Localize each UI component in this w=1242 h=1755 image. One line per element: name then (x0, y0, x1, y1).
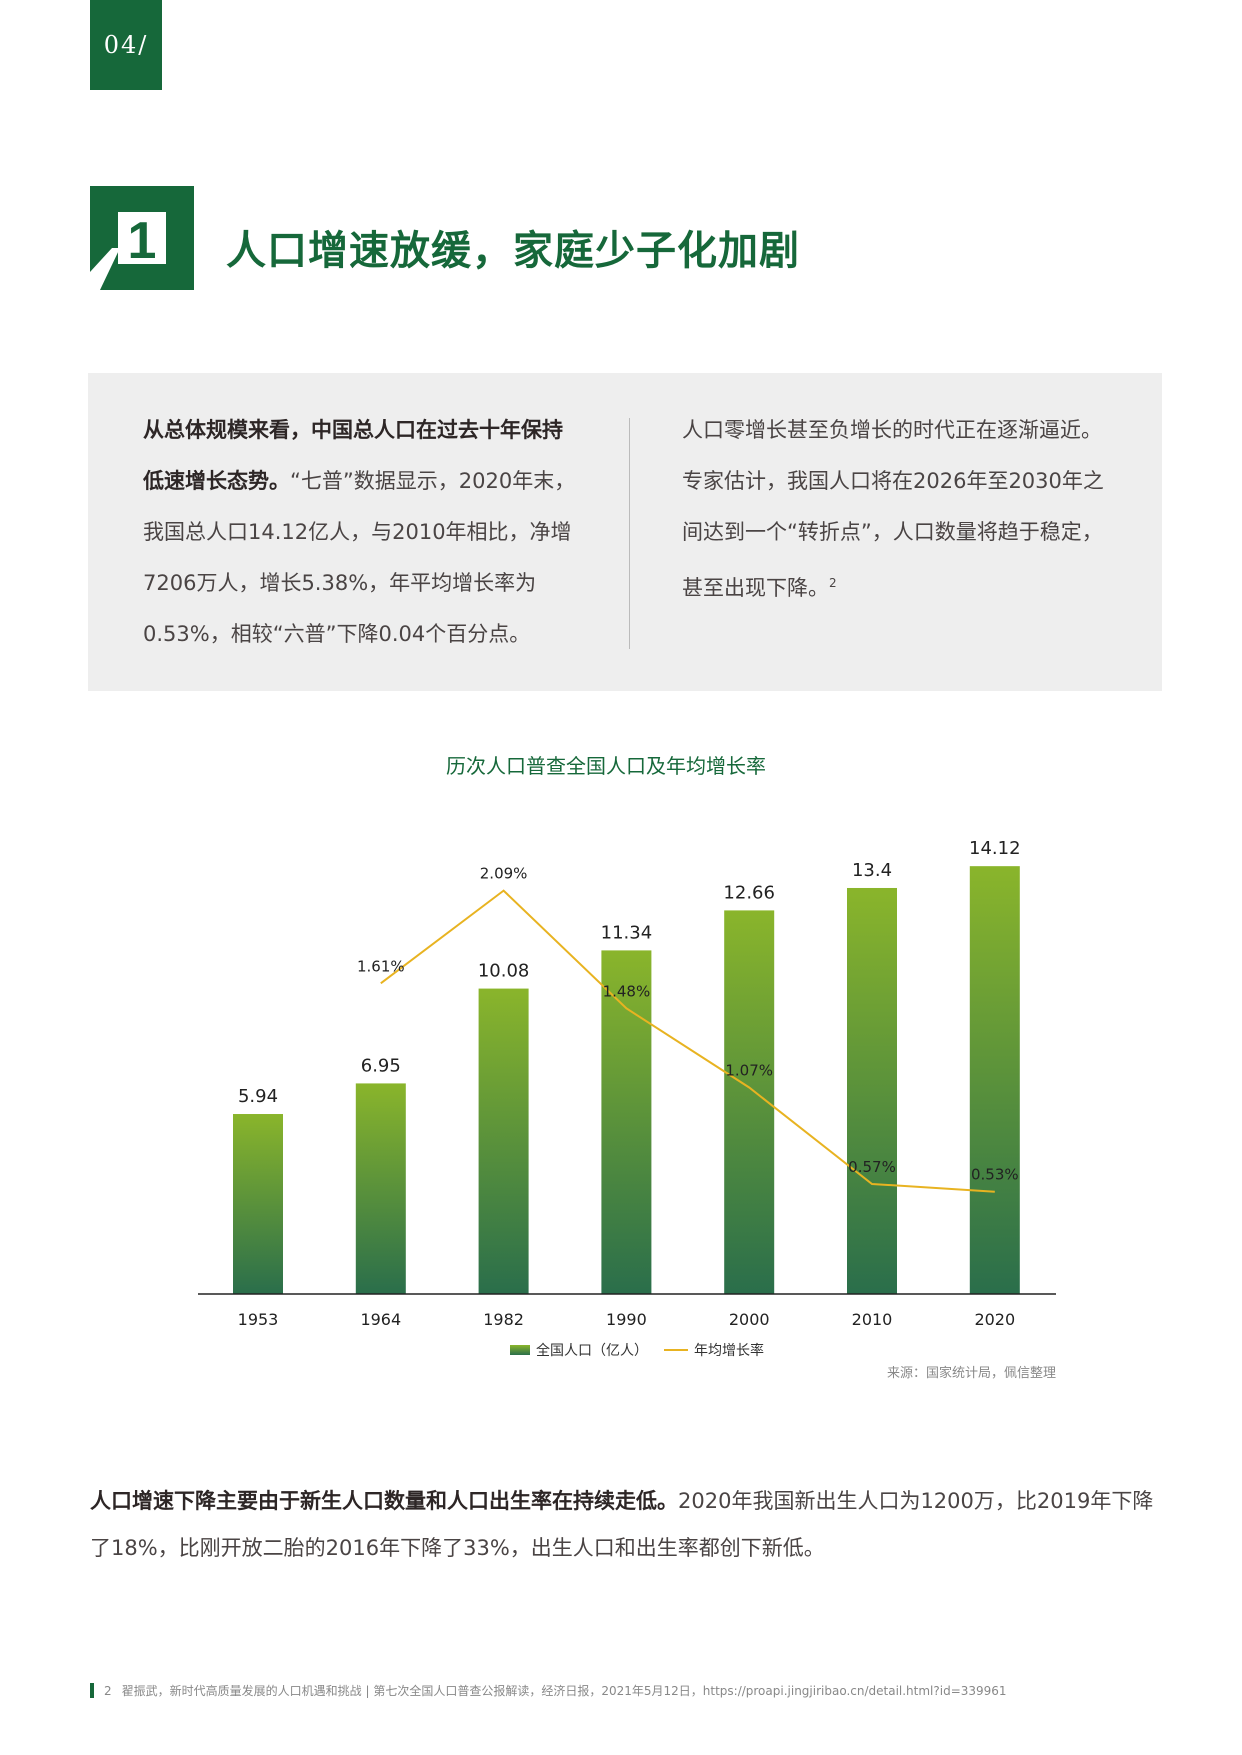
body-paragraph: 人口增速下降主要由于新生人口数量和人口出生率在持续走低。2020年我国新出生人口… (90, 1478, 1170, 1572)
legend-growth-rate: 年均增长率 (694, 1343, 764, 1359)
intro-left-lead: 从总体规模来看，中国总人口在过去十年保持低速增长态势。 (143, 418, 563, 493)
legend-bar-swatch (510, 1345, 530, 1355)
bar-1964 (355, 1083, 406, 1294)
intro-right-text: 人口零增长甚至负增长的时代正在逐渐逼近。专家估计，我国人口将在2026年至203… (682, 405, 1112, 614)
footnote-marker (90, 1683, 94, 1698)
rate-label: 1.07% (725, 1061, 773, 1079)
rate-label: 1.61% (357, 957, 405, 975)
intro-left-text: 从总体规模来看，中国总人口在过去十年保持低速增长态势。“七普”数据显示，2020… (143, 405, 583, 660)
x-tick-label: 1953 (238, 1310, 279, 1329)
rate-label: 2.09% (480, 865, 528, 883)
x-tick-label: 2010 (852, 1310, 893, 1329)
rate-label: 0.57% (848, 1158, 896, 1176)
bar-2020 (969, 866, 1020, 1294)
bar-value-label: 10.08 (478, 961, 530, 982)
bar-value-label: 12.66 (723, 882, 775, 903)
footnote-text: 翟振武，新时代高质量发展的人口机遇和挑战 | 第七次全国人口普查公报解读，经济日… (121, 1684, 1007, 1698)
chart-source: 来源：国家统计局，佩信整理 (886, 1366, 1056, 1381)
x-tick-label: 2000 (729, 1310, 770, 1329)
footnote-ref[interactable]: 2 (829, 576, 837, 590)
bar-2010 (847, 887, 897, 1294)
bar-value-label: 13.4 (852, 860, 892, 881)
footnote-number: 2 (104, 1683, 112, 1698)
rate-label: 0.53% (971, 1166, 1019, 1184)
section-number: 1 (128, 212, 157, 270)
chart-title: 历次人口普查全国人口及年均增长率 (446, 754, 766, 778)
footnote: 2 翟振武，新时代高质量发展的人口机遇和挑战 | 第七次全国人口普查公报解读，经… (90, 1682, 1007, 1699)
page-number: 04/ (90, 0, 162, 90)
bar-1982 (478, 988, 529, 1294)
bar-value-label: 5.94 (238, 1086, 278, 1107)
bar-value-label: 6.95 (361, 1055, 401, 1076)
x-tick-label: 2020 (974, 1310, 1015, 1329)
legend-population: 全国人口（亿人） (536, 1343, 648, 1359)
legend-line-swatch (664, 1349, 688, 1351)
column-divider (629, 418, 630, 649)
body-text: 2020年我国新出生人口为1200万，比2019年下降了18%，比刚开放二胎的2… (90, 1489, 1154, 1560)
body-lead: 人口增速下降主要由于新生人口数量和人口出生率在持续走低。 (90, 1489, 678, 1513)
bar-2000 (724, 910, 775, 1294)
x-tick-label: 1964 (360, 1310, 401, 1329)
bar-value-label: 14.12 (969, 838, 1021, 859)
bar-1953 (233, 1114, 283, 1294)
section-number-icon: 1 (90, 186, 194, 290)
intro-left-body: “七普”数据显示，2020年末，我国总人口14.12亿人，与2010年相比，净增… (143, 469, 576, 646)
bar-1990 (601, 950, 652, 1294)
section-title: 人口增速放缓，家庭少子化加剧 (226, 228, 800, 274)
rate-label: 1.48% (603, 982, 651, 1000)
growth-rate-line (380, 889, 995, 1193)
intro-panel (88, 373, 1162, 691)
chart-legend: 全国人口（亿人） 年均增长率 (437, 1340, 837, 1360)
x-tick-label: 1990 (606, 1310, 647, 1329)
intro-right-body: 人口零增长甚至负增长的时代正在逐渐逼近。专家估计，我国人口将在2026年至203… (682, 418, 1104, 600)
x-tick-label: 1982 (483, 1310, 524, 1329)
bar-value-label: 11.34 (601, 922, 653, 943)
